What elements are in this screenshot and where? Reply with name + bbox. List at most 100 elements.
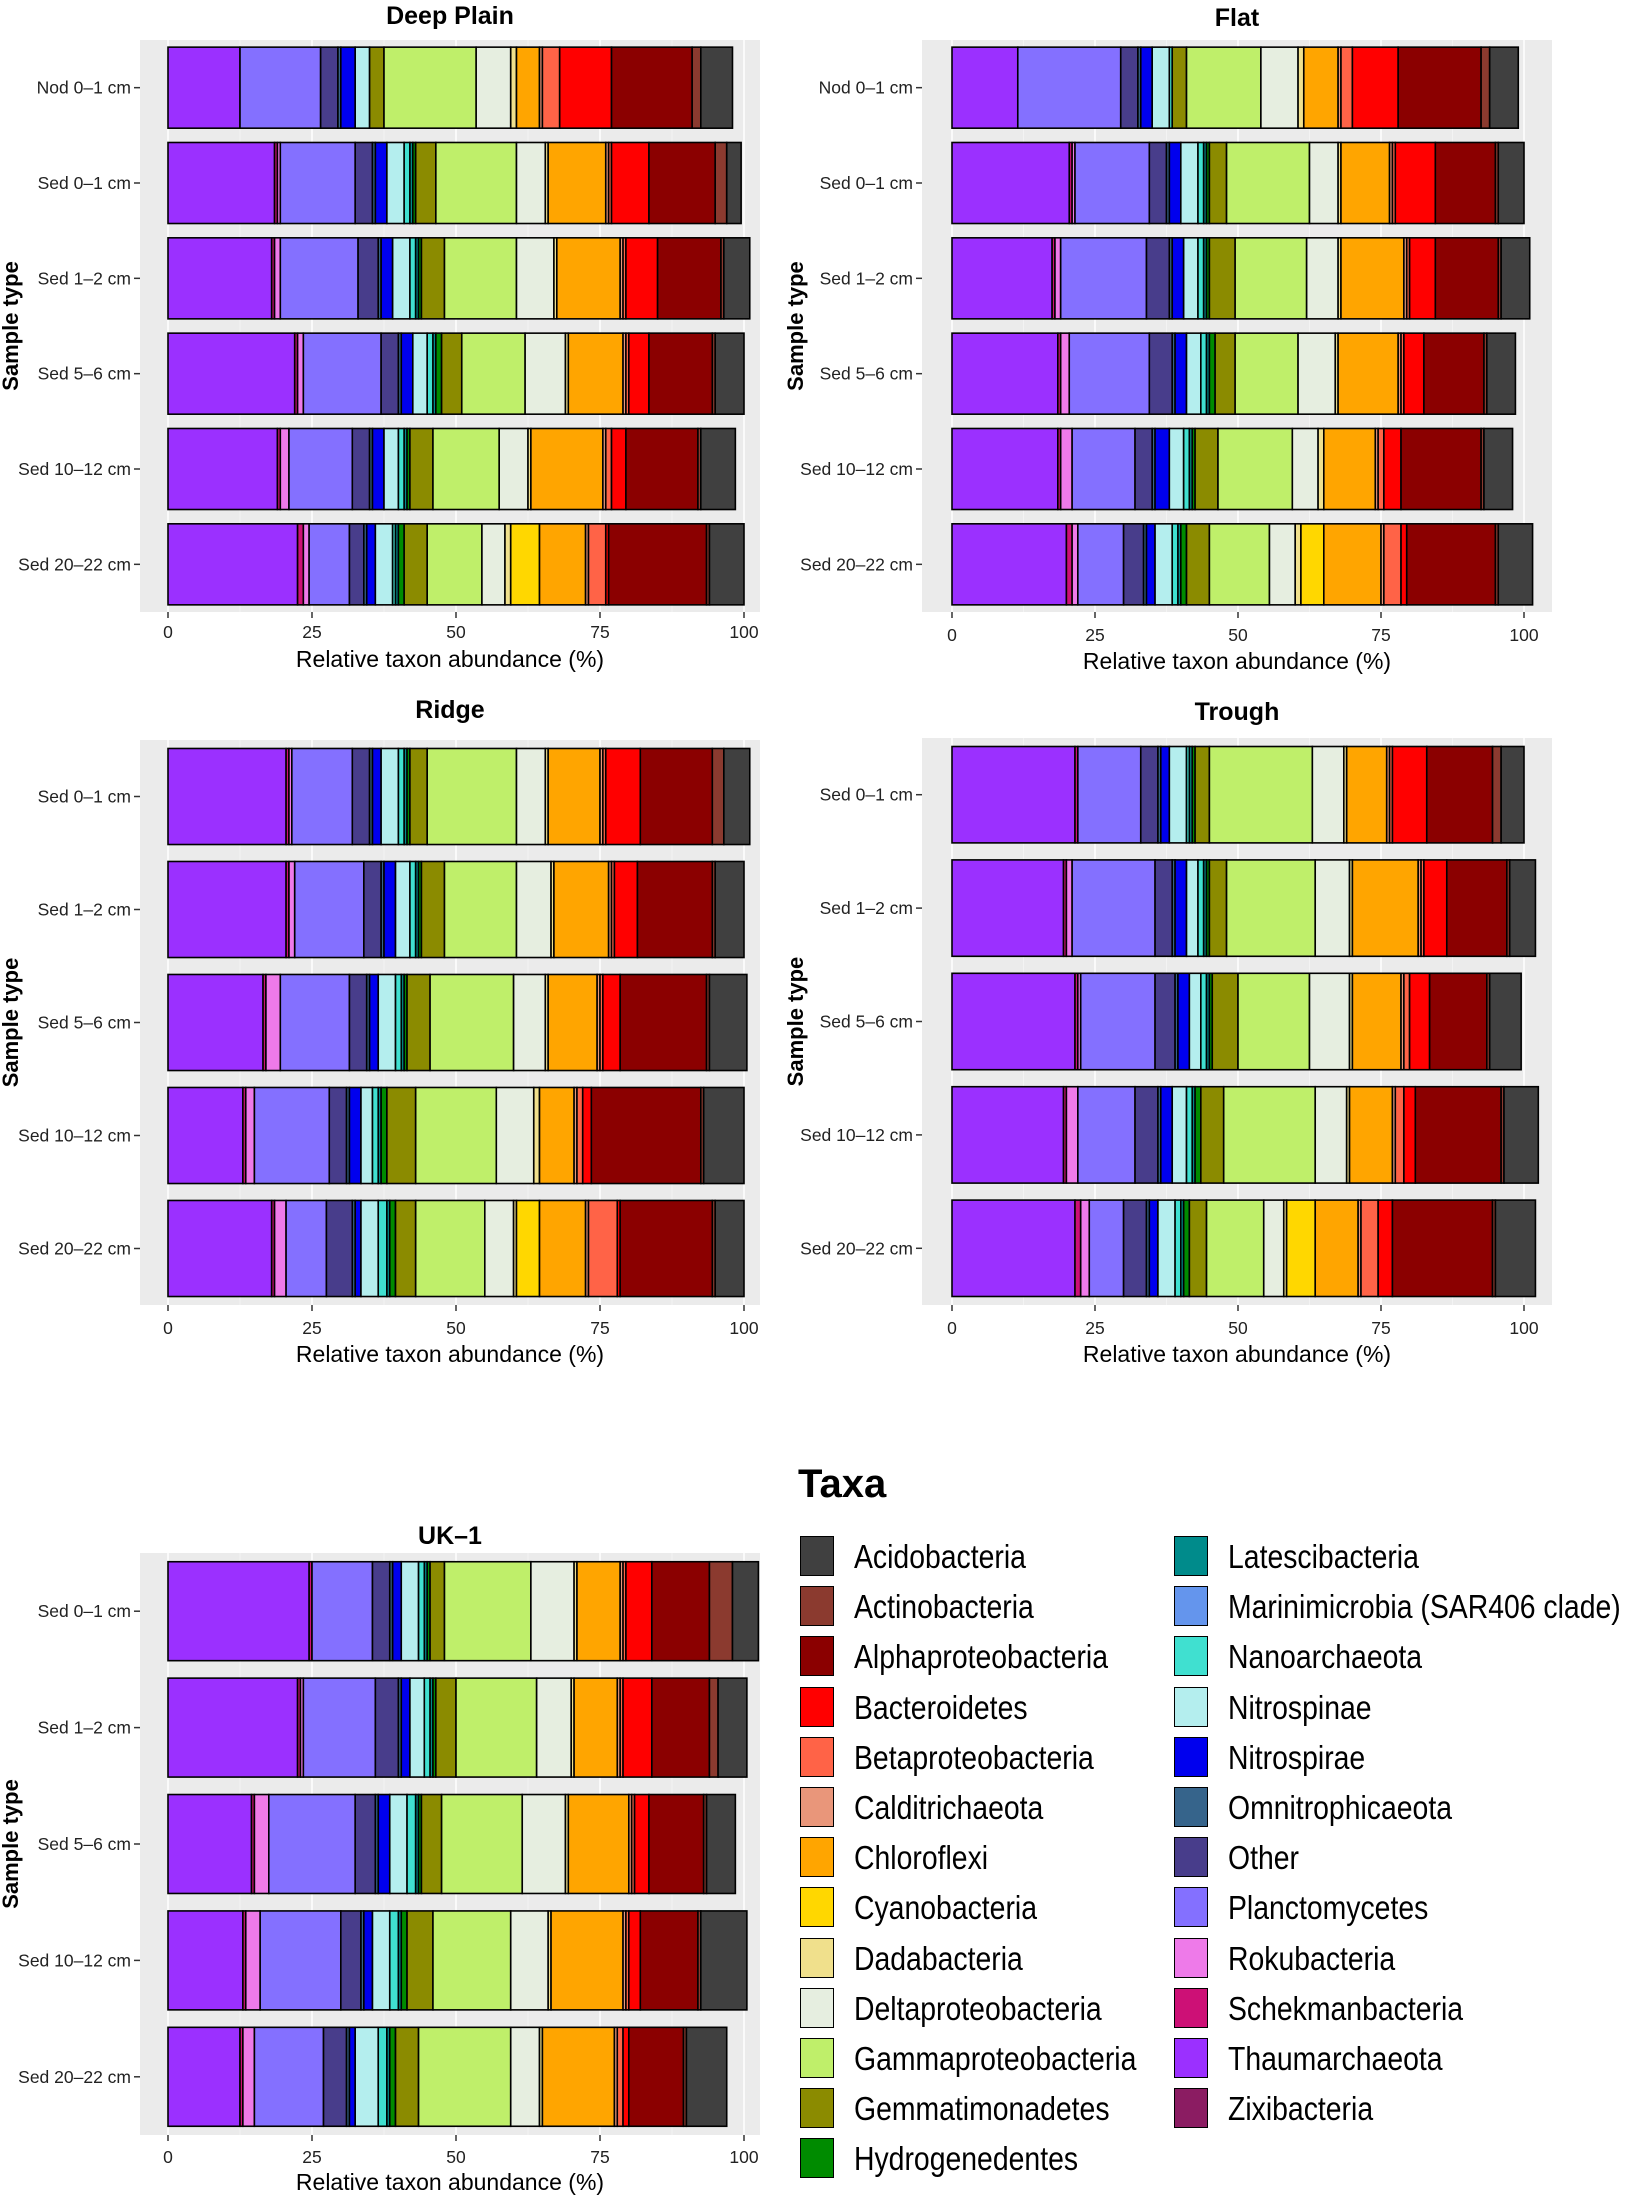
bar-segment: [1185, 332, 1202, 415]
legend-item: Betaproteobacteria: [800, 1733, 1300, 1783]
bar-segment: [1177, 972, 1191, 1071]
y-axis-label: Sample type: [783, 261, 808, 391]
x-tick-label: 25: [302, 1318, 321, 1338]
bar-segment: [363, 860, 382, 959]
bar-segment: [1059, 427, 1073, 511]
bar-segment: [1071, 523, 1079, 606]
bar-segment: [328, 1086, 348, 1185]
bar-segment: [420, 860, 446, 959]
bar-segment: [351, 747, 371, 846]
bar-segment: [339, 46, 356, 129]
bar-segment: [394, 2026, 420, 2128]
bar-segment: [1423, 859, 1448, 958]
bar-segment: [417, 2026, 512, 2128]
bar-segment: [1148, 332, 1174, 415]
bar-segment: [1214, 332, 1236, 415]
bar-segment: [435, 141, 518, 225]
bar-segment: [1157, 1199, 1176, 1298]
bar-segment: [167, 332, 296, 415]
legend-item: Calditrichaeota: [800, 1783, 1300, 1833]
bar-segment: [420, 237, 446, 320]
x-tick-label: 25: [1085, 1318, 1104, 1338]
bar-segment: [1260, 46, 1299, 129]
bar-segment: [587, 523, 607, 606]
bar-segment: [708, 1560, 734, 1662]
bar-segment: [1148, 141, 1168, 225]
bar-segment: [357, 237, 380, 320]
legend-label: Gammaproteobacteria: [854, 2040, 1137, 2077]
bar-segment: [1323, 427, 1377, 511]
bar-segment: [279, 973, 351, 1072]
x-tick-label: 100: [1509, 1318, 1538, 1338]
bar-segment: [1139, 46, 1154, 129]
x-axis-label: Relative taxon abundance (%): [1083, 648, 1391, 674]
bar-segment: [1297, 46, 1305, 129]
legend-key-swatch: [800, 1736, 834, 1777]
bar-segment: [1071, 427, 1136, 511]
bar-segment: [1211, 972, 1239, 1071]
bar-segment: [1182, 237, 1199, 320]
bar-segment: [610, 427, 627, 511]
bar-segment: [1497, 141, 1525, 225]
bar-segment: [1171, 46, 1188, 129]
y-tick-label: Sed 10–12 cm: [18, 1950, 131, 1970]
bar-segment: [1302, 46, 1339, 129]
bar-segment: [639, 1910, 699, 2011]
x-tick-label: 75: [590, 1318, 609, 1338]
legend-key-swatch: [800, 1586, 834, 1627]
bar-segment: [509, 523, 541, 606]
y-tick-label: Sed 10–12 cm: [18, 1126, 131, 1146]
bar-segment: [1185, 46, 1262, 129]
bar-segment: [714, 332, 745, 415]
bar-segment: [521, 1793, 567, 1895]
bar-segment: [388, 1793, 408, 1895]
legend-label: Gemmatimonadetes: [854, 2090, 1110, 2128]
bar-segment: [498, 427, 529, 511]
bar-segment: [1308, 141, 1339, 225]
bar-segment: [435, 332, 443, 415]
bar-segment: [731, 1560, 760, 1662]
bar-segment: [951, 1085, 1065, 1184]
bar-segment: [538, 1086, 575, 1185]
bar-segment: [1065, 1085, 1079, 1184]
bar-segment: [354, 2026, 380, 2128]
bar-segment: [1151, 46, 1171, 129]
bar-segment: [951, 972, 1076, 1071]
bar-segment: [1148, 1199, 1159, 1298]
bar-segment: [1154, 859, 1174, 958]
bar-segment: [291, 747, 354, 846]
bar-segment: [1391, 1199, 1494, 1298]
bar-segment: [409, 427, 434, 511]
bar-segment: [613, 860, 639, 959]
bar-segment: [253, 2026, 325, 2128]
chart-panel: UK–1 Sed 0–1 cm Sed 1–2 cm Sed 5–6 cm Sed 10…: [0, 1522, 760, 2195]
bar-segment: [714, 1199, 745, 1298]
bar-segment: [1174, 332, 1188, 415]
legend-key-swatch: [1174, 1937, 1208, 1978]
bar-segment: [1340, 237, 1405, 320]
bar-segment: [394, 860, 411, 959]
x-tick-label: 50: [1228, 1318, 1248, 1338]
bar-segment: [391, 237, 411, 320]
bar-segment: [1159, 1085, 1174, 1184]
bar-segment: [1488, 46, 1520, 129]
x-tick-label: 50: [446, 2147, 466, 2167]
legend-key-swatch: [800, 1937, 834, 1978]
bar-segment: [265, 973, 282, 1072]
bar-segment: [443, 1560, 532, 1662]
bar-segment: [426, 332, 434, 415]
bar-segment: [1217, 427, 1294, 511]
bar-segment: [371, 1560, 391, 1662]
bar-segment: [509, 1910, 549, 2011]
legend-item: Chloroflexi: [800, 1833, 1300, 1883]
bar-segment: [302, 523, 310, 606]
x-tick-label: 100: [729, 2147, 758, 2167]
bar-segment: [406, 1910, 434, 2011]
bar-segment: [1391, 745, 1428, 844]
legend-key-swatch: [1174, 1586, 1208, 1627]
bar-segment: [1314, 859, 1351, 958]
bar-segment: [354, 46, 371, 129]
bar-segment: [417, 1560, 426, 1662]
bar-segment: [1300, 523, 1325, 606]
